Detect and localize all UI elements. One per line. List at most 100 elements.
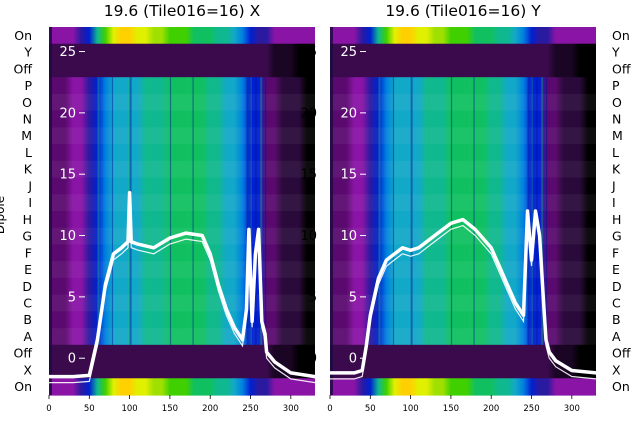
row-label-left: L	[25, 145, 32, 160]
row-label-left: H	[23, 212, 32, 227]
column-stripe	[408, 77, 411, 345]
overlay-y-axis: 0 5 10 15 20 25	[59, 45, 85, 367]
x-tick-label: 50	[365, 404, 376, 414]
heatmap-row-f-13	[330, 244, 596, 262]
row-label-right: G	[612, 229, 622, 244]
heatmap-column-stripes	[378, 77, 548, 345]
row-label-right: B	[612, 312, 621, 327]
row-label-right: H	[612, 212, 621, 227]
overlay-tick-label: 20	[340, 106, 357, 121]
x-tick-label: 150	[162, 404, 178, 414]
heatmap-row-x-20	[49, 361, 315, 379]
x-tick-label: 200	[202, 404, 218, 414]
heatmap-row-f-13	[49, 244, 315, 262]
row-label-left: B	[23, 312, 32, 327]
column-stripe	[378, 77, 381, 345]
heatmap-row-on-0	[49, 27, 315, 45]
row-label-right: I	[612, 195, 616, 210]
heatmap-row-j-9	[330, 177, 596, 195]
heatmap-row-x-20	[330, 361, 596, 379]
overlay-line-trace	[330, 216, 597, 380]
x-axis: 0 50 100 150 200 250 300	[327, 395, 580, 414]
heatmap-row-k-8	[49, 160, 315, 179]
row-shade	[49, 160, 315, 178]
column-stripe	[246, 77, 249, 345]
heatmap-row-b-17	[330, 311, 596, 329]
overlay-tick-label: 5	[349, 290, 357, 305]
column-stripe	[531, 77, 533, 345]
x-axis: 0 50 100 150 200 250 300	[46, 395, 299, 414]
x-tick-label: 0	[327, 404, 332, 414]
overlay-line-trace	[49, 198, 316, 384]
row-label-left: N	[23, 112, 32, 127]
row-label-right: M	[612, 128, 623, 143]
heatmap-row-b-17	[49, 311, 315, 329]
overlay-tick-label: 10	[340, 229, 357, 244]
row-label-right: On	[612, 28, 630, 43]
row-shade	[330, 194, 596, 211]
column-stripe	[546, 77, 548, 345]
row-label-right: Y	[611, 45, 620, 60]
row-label-left: M	[21, 128, 32, 143]
x-tick-label: 50	[84, 404, 95, 414]
left-edge-strip	[49, 27, 52, 395]
row-label-left: On	[14, 28, 32, 43]
row-label-right: F	[612, 245, 619, 260]
row-label-right: O	[612, 95, 622, 110]
column-stripe	[495, 77, 497, 345]
overlay-tick-label-edge: 10	[300, 229, 317, 244]
y-axis-label: Dipole	[0, 196, 7, 234]
row-label-left: D	[22, 279, 32, 294]
row-shade	[330, 160, 596, 178]
row-shade	[49, 328, 315, 345]
overlay-tick-label: 10	[59, 229, 76, 244]
column-stripe	[192, 77, 194, 345]
overlay-tick-label: 15	[340, 168, 357, 183]
heatmap-row-j-9	[49, 177, 315, 195]
row-label-left: A	[23, 329, 32, 344]
column-stripe	[410, 77, 413, 345]
overlay-tick-label: 0	[349, 352, 357, 367]
heatmap-row-k-8	[330, 160, 596, 179]
row-label-right: Off	[612, 61, 631, 76]
row-label-left: F	[25, 245, 32, 260]
overlay-tick-label: 25	[340, 45, 357, 60]
panel-title: 19.6 (Tile016=16) Y	[385, 2, 541, 20]
row-label-right: D	[612, 279, 622, 294]
heatmap-row-m-6	[49, 127, 315, 145]
heatmap-row-off-2	[330, 60, 596, 78]
row-label-right: P	[612, 78, 620, 93]
row-label-left: Off	[14, 61, 33, 76]
heatmap-row-o-4	[330, 93, 596, 112]
row-label-right: On	[612, 379, 630, 394]
row-shade	[330, 227, 596, 245]
heatmap-row-l-7	[49, 144, 315, 162]
heatmap-row-d-15	[330, 277, 596, 296]
heatmap-row-y-1	[49, 43, 315, 62]
row-label-left: Off	[14, 346, 33, 361]
heatmap-row-n-5	[49, 110, 315, 128]
heatmap-row-off-19	[49, 344, 315, 363]
row-shade	[49, 294, 315, 312]
panel-y: 0 5 10 15 20 25	[328, 27, 598, 396]
heatmap-row-a-18	[330, 328, 596, 346]
x-tick-label: 100	[121, 404, 137, 414]
column-stripe	[265, 77, 267, 345]
row-label-left: On	[14, 379, 32, 394]
heatmap-row-i-10	[49, 194, 315, 212]
row-label-right: X	[612, 362, 621, 377]
overlay-tick-label-edge: 5	[309, 290, 317, 305]
column-stripe	[468, 77, 471, 345]
heatmap-row-h-11	[49, 211, 315, 229]
column-stripe	[541, 77, 544, 345]
heatmap-row-e-14	[330, 261, 596, 279]
row-shade	[49, 194, 315, 211]
row-shade	[330, 294, 596, 312]
row-label-left: G	[22, 229, 32, 244]
column-stripe	[392, 77, 395, 345]
column-stripe	[187, 77, 190, 345]
x-tick-label: 150	[443, 404, 459, 414]
